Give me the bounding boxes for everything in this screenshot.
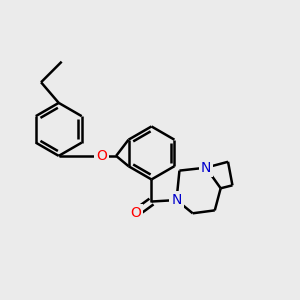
Text: O: O <box>96 149 107 163</box>
Text: N: N <box>171 193 182 207</box>
Text: N: N <box>201 161 211 175</box>
Text: O: O <box>130 206 141 220</box>
